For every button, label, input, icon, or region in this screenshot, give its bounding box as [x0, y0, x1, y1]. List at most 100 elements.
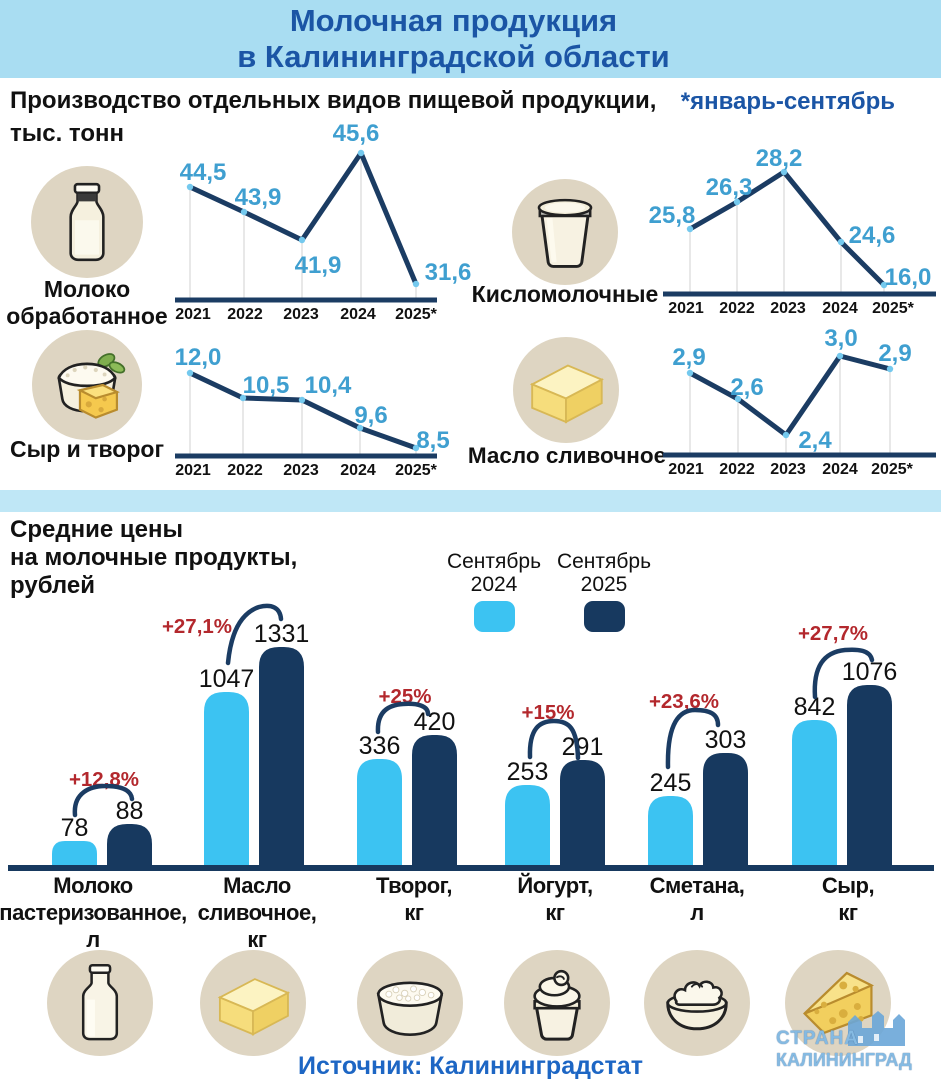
butter-icon [200, 950, 306, 1056]
bar-2024-5 [792, 720, 837, 868]
production-section-title: Производство отдельных видов пищевой про… [10, 87, 657, 147]
svg-text:291: 291 [562, 733, 604, 761]
milk-bottle-icon [47, 950, 153, 1056]
cottage-cheese-icon [357, 950, 463, 1056]
bar-chart: 78 88 +12,8% 1047 1331 +27,1% 336 420+25% 253 291… [8, 603, 934, 871]
svg-text:26,3: 26,3 [706, 174, 753, 201]
bar-2024-4 [648, 796, 693, 868]
svg-text:2024: 2024 [822, 461, 858, 478]
chart-label-milk: Молоко обработанное [6, 276, 168, 329]
svg-text:2022: 2022 [227, 462, 263, 479]
svg-text:2,6: 2,6 [730, 374, 763, 401]
svg-text:1076: 1076 [842, 658, 898, 686]
castle-icon [848, 1011, 905, 1046]
svg-text:45,6: 45,6 [333, 120, 380, 147]
bar-category-yogurt: Йогурт, кг [517, 873, 593, 925]
bar-category-smetana: Сметана, л [649, 873, 745, 925]
legend-label-2024: Сентябрь 2024 [446, 550, 542, 596]
svg-text:2022: 2022 [227, 306, 263, 323]
chart-label-kefir: Кисломолочные [471, 281, 659, 307]
svg-text:303: 303 [705, 726, 747, 754]
svg-text:+25%: +25% [378, 685, 431, 708]
svg-text:44,5: 44,5 [180, 159, 227, 186]
legend-item-2024: Сентябрь 2024 [434, 550, 554, 632]
svg-text:31,6: 31,6 [425, 259, 472, 286]
watermark-line2: КАЛИНИНГРАД [776, 1050, 912, 1070]
chart-label-butter: Масло сливочное [467, 443, 667, 468]
svg-text:420: 420 [414, 708, 456, 736]
watermark-line1: СТРАНА [776, 1028, 860, 1049]
svg-text:12,0: 12,0 [175, 344, 222, 371]
bar-2024-0 [52, 841, 97, 868]
svg-text:2,9: 2,9 [878, 340, 911, 367]
yogurt-icon [504, 950, 610, 1056]
butter-icon [513, 337, 619, 443]
svg-text:24,6: 24,6 [849, 222, 896, 249]
svg-text:2,4: 2,4 [798, 427, 832, 454]
svg-text:253: 253 [507, 758, 549, 786]
legend-item-2025: Сентябрь 2025 [544, 550, 664, 632]
svg-text:2021: 2021 [668, 300, 704, 317]
header-band: Молочная продукция в Калининградской обл… [0, 0, 941, 78]
svg-text:245: 245 [650, 769, 692, 797]
bar-2024-3 [505, 785, 550, 868]
bar-2025-1 [259, 647, 304, 868]
svg-text:2023: 2023 [283, 462, 319, 479]
svg-text:336: 336 [359, 732, 401, 760]
svg-text:2022: 2022 [719, 461, 755, 478]
bar-2025-0 [107, 824, 152, 868]
line-chart-1: 25,8 26,328,2 24,6 16,0 2021 2022 2023 2024 2025… [649, 145, 936, 317]
svg-text:2023: 2023 [283, 306, 319, 323]
svg-text:28,2: 28,2 [756, 145, 803, 172]
bar-category-milk: Молоко пастеризованное, л [0, 873, 187, 952]
curd-cheese-icon [32, 330, 142, 440]
svg-text:16,0: 16,0 [885, 264, 932, 291]
svg-text:41,9: 41,9 [295, 252, 342, 279]
bar-category-tvorog: Творог, кг [376, 873, 453, 925]
svg-text:25,8: 25,8 [649, 202, 696, 229]
svg-text:2024: 2024 [340, 306, 376, 323]
svg-text:+15%: +15% [521, 701, 574, 724]
svg-text:43,9: 43,9 [235, 184, 282, 211]
svg-text:2025*: 2025* [395, 306, 438, 323]
bar-category-cheese: Сыр, кг [821, 873, 875, 925]
bar-2025-4 [703, 753, 748, 868]
svg-text:2023: 2023 [770, 461, 806, 478]
svg-text:78: 78 [61, 814, 89, 842]
svg-text:8,5: 8,5 [416, 427, 449, 454]
production-period-note: *январь-сентябрь [680, 88, 895, 115]
line-chart-3: 2,9 2,6 2,4 3,0 2,9 2021 2022 2023 2024 2025* [663, 325, 936, 478]
svg-text:88: 88 [116, 797, 144, 825]
svg-text:9,6: 9,6 [354, 402, 387, 429]
svg-text:2021: 2021 [175, 306, 211, 323]
milk-bottle-icon [31, 166, 143, 278]
line-chart-0: 44,5 43,9 41,9 45,6 31,6 2021 2022 2023 2024 2025… [175, 120, 471, 323]
svg-text:1331: 1331 [254, 620, 310, 648]
svg-text:2023: 2023 [770, 300, 806, 317]
svg-text:2025*: 2025* [871, 461, 914, 478]
svg-text:2022: 2022 [719, 300, 755, 317]
svg-text:+23,6%: +23,6% [649, 690, 719, 713]
line-chart-2: 12,0 10,5 10,49,6 8,5 2021 2022 2023 2024 2025* [175, 344, 450, 479]
svg-text:2024: 2024 [822, 300, 858, 317]
svg-text:+12,8%: +12,8% [69, 768, 139, 791]
svg-text:10,5: 10,5 [243, 372, 290, 399]
chart-label-curd: Сыр и творог [9, 436, 165, 462]
sour-cream-icon [644, 950, 750, 1056]
legend-swatch-2024 [473, 601, 515, 632]
section-divider [0, 490, 941, 512]
page-title: Молочная продукция в Калининградской обл… [237, 3, 670, 74]
legend-swatch-2025 [583, 601, 625, 632]
svg-text:+27,1%: +27,1% [162, 615, 232, 638]
svg-text:2021: 2021 [175, 462, 211, 479]
svg-text:2025*: 2025* [395, 462, 438, 479]
bar-2024-2 [357, 759, 402, 868]
svg-text:2024: 2024 [340, 462, 376, 479]
bar-2025-5 [847, 685, 892, 868]
legend-label-2025: Сентябрь 2025 [556, 550, 652, 596]
svg-text:10,4: 10,4 [305, 372, 352, 399]
bar-category-butter: Масло сливочное, кг [197, 873, 317, 952]
bar-2025-2 [412, 735, 457, 868]
svg-text:2,9: 2,9 [672, 344, 705, 371]
